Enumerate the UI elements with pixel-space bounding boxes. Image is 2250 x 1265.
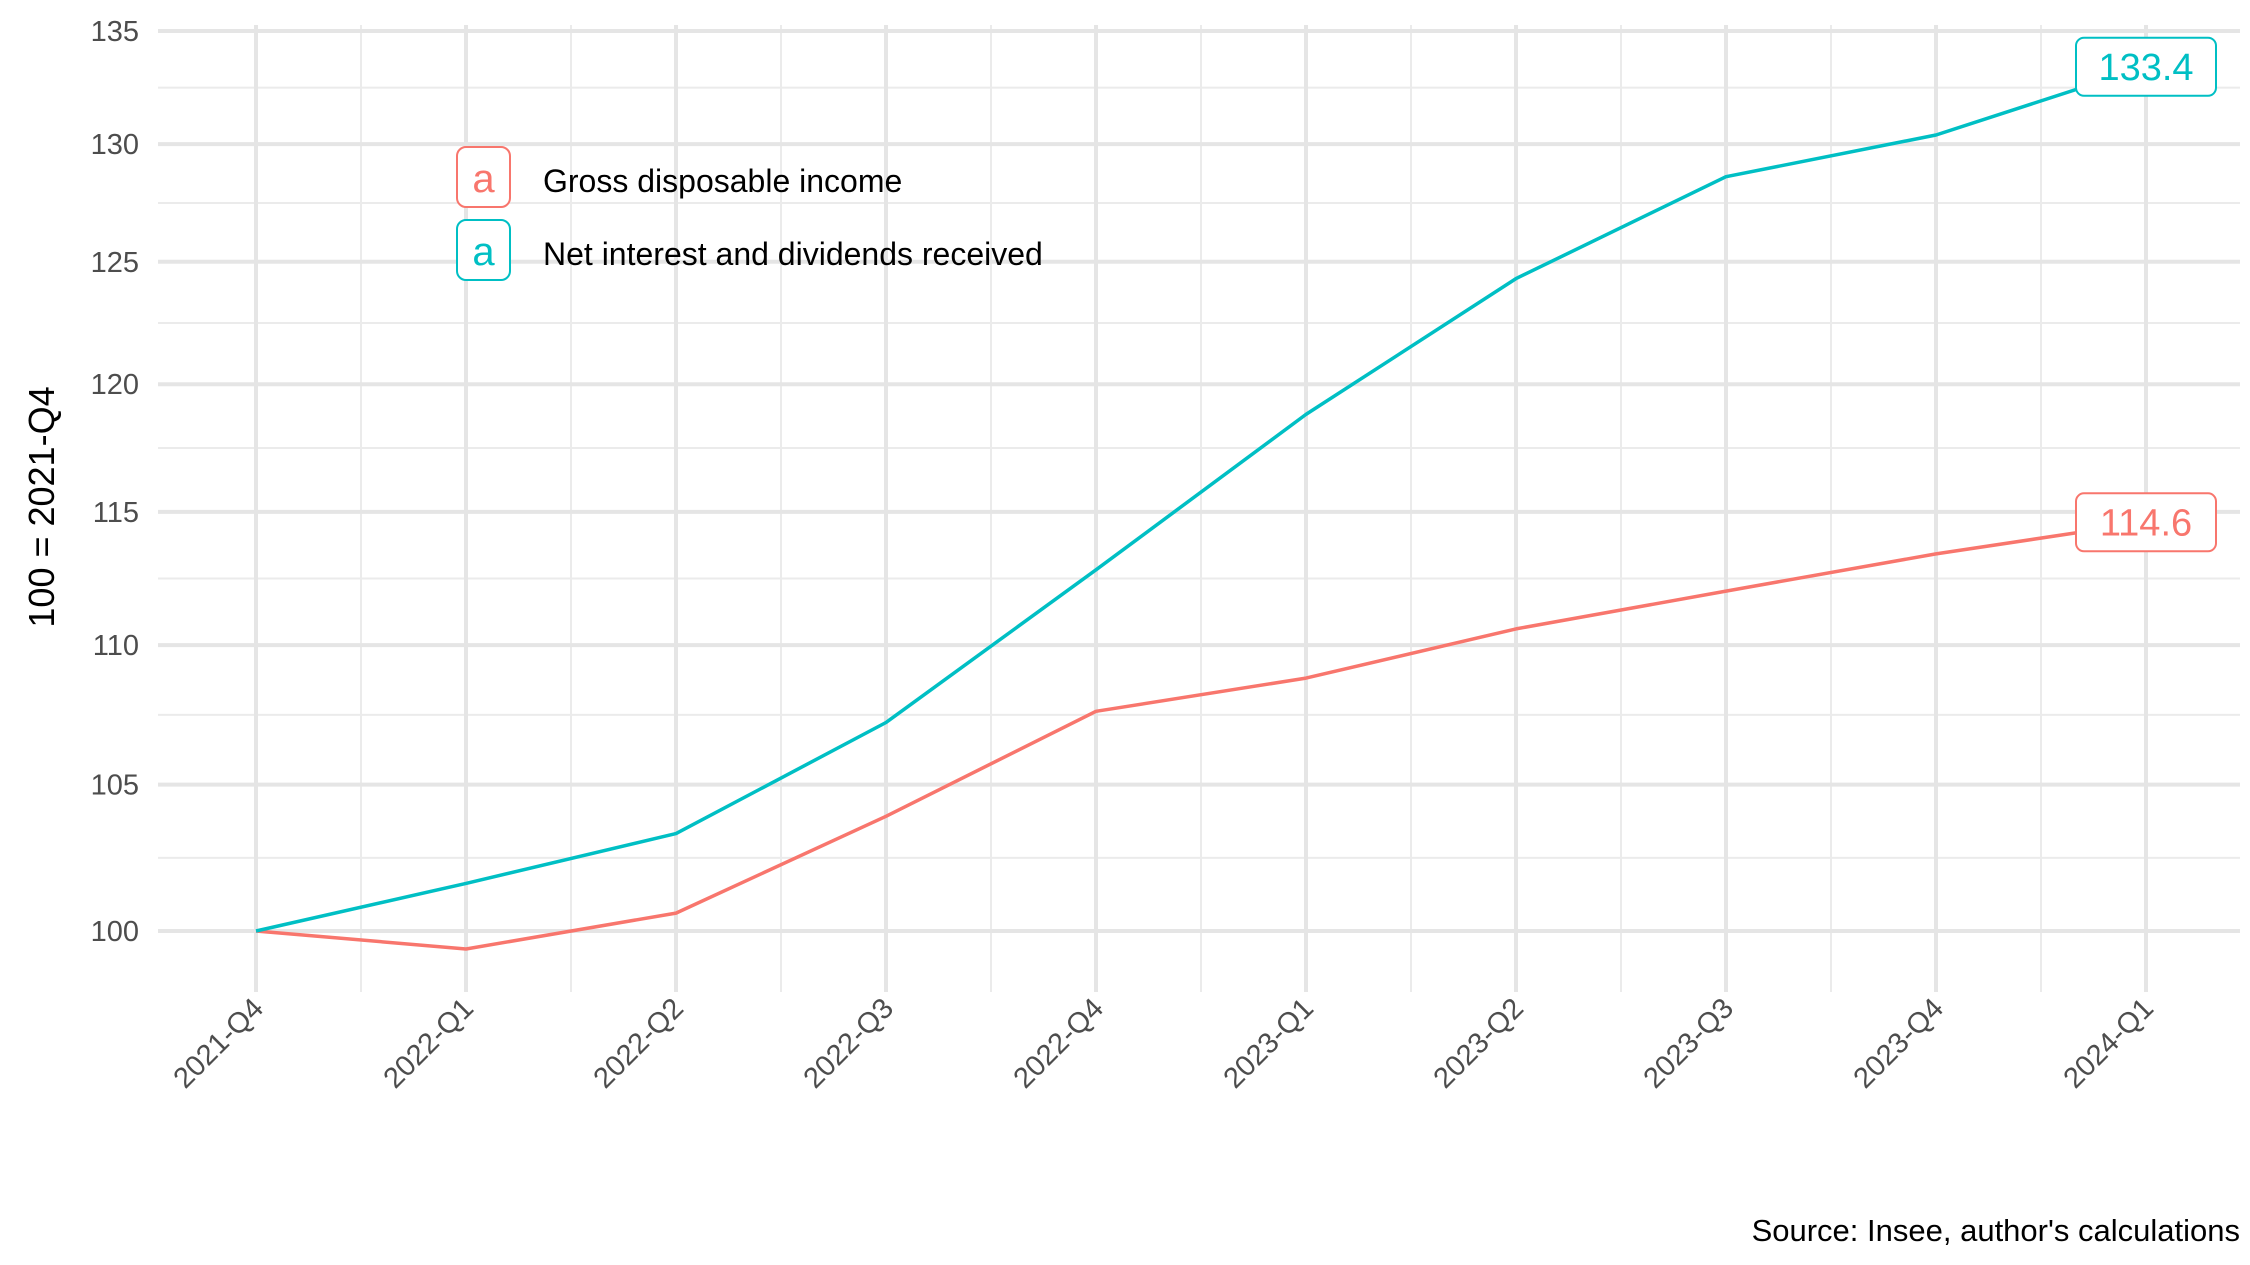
end-label-box [2075, 492, 2217, 553]
end-label-box [2075, 36, 2217, 97]
series-lines [255, 65, 2147, 951]
legend-key-glyph: a [472, 230, 495, 274]
x-tick-label: 2022-Q2 [588, 992, 690, 1094]
y-tick-label: 105 [91, 770, 139, 802]
x-tick-label: 2024-Q1 [2058, 992, 2160, 1094]
x-tick-label: 2022-Q1 [378, 992, 480, 1094]
series-line-1 [255, 520, 2147, 951]
y-tick-label: 100 [91, 916, 139, 948]
x-tick-label: 2023-Q1 [1218, 992, 1320, 1094]
legend-label: Net interest and dividends received [543, 236, 1043, 272]
end-label-text: 133.4 [2098, 47, 2193, 89]
series-line-2 [255, 65, 2147, 933]
end-label-text: 114.6 [2100, 502, 2192, 544]
end-labels: 114.6 133.4 [2075, 36, 2217, 553]
x-tick-label: 2022-Q4 [1008, 992, 1110, 1094]
y-axis-title: 100 = 2021-Q4 [21, 386, 62, 627]
end-label-2: 133.4 [2075, 36, 2217, 97]
x-tick-label: 2023-Q2 [1428, 992, 1530, 1094]
legend: a Gross disposable income a Net interest… [456, 146, 1043, 281]
y-tick-label: 110 [93, 630, 139, 662]
legend-label: Gross disposable income [543, 163, 902, 199]
y-tick-label: 125 [91, 247, 139, 279]
x-axis-tick-labels: 2021-Q4 2022-Q1 2022-Q2 2022-Q3 2022-Q4 2023-… [168, 992, 2160, 1094]
y-tick-label: 120 [91, 369, 139, 401]
y-tick-label: 135 [91, 16, 139, 48]
x-tick-label: 2022-Q3 [798, 992, 900, 1094]
legend-key-box [456, 146, 511, 208]
legend-item-gross-disposable-income: a Gross disposable income [456, 146, 902, 208]
end-label-1: 114.6 [2075, 492, 2217, 553]
x-tick-label: 2023-Q4 [1848, 992, 1950, 1094]
x-tick-label: 2023-Q3 [1638, 992, 1740, 1094]
x-tick-label: 2021-Q4 [168, 992, 270, 1094]
source-caption: Source: Insee, author's calculations [1752, 1213, 2240, 1248]
major-gridlines [158, 25, 2240, 992]
y-tick-label: 130 [91, 129, 139, 161]
legend-key-box [456, 219, 511, 281]
legend-item-net-interest-and-dividends: a Net interest and dividends received [456, 219, 1043, 281]
legend-key-glyph: a [472, 157, 495, 201]
minor-gridlines [158, 25, 2240, 992]
y-axis-tick-labels: 100 105 110 115 120 125 130 135 [91, 16, 139, 948]
y-tick-label: 115 [93, 497, 139, 529]
